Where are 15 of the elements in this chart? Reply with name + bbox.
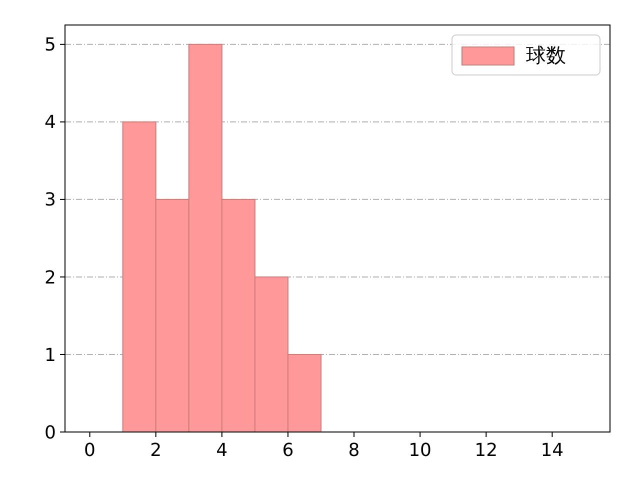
y-tick-label: 1	[44, 344, 56, 366]
y-tick-label: 5	[44, 34, 56, 56]
y-tick-label: 4	[44, 112, 56, 134]
x-tick-label: 8	[348, 440, 360, 461]
x-tick-label: 12	[474, 440, 498, 461]
x-tick-label: 0	[84, 440, 96, 461]
y-tick-label: 0	[44, 422, 56, 444]
legend-label: 球数	[526, 43, 566, 67]
y-tick-label: 2	[44, 267, 56, 288]
x-tick-label: 4	[216, 440, 228, 461]
x-tick-label: 6	[282, 440, 294, 461]
x-tick-label: 14	[540, 440, 564, 461]
y-tick-label: 3	[44, 190, 56, 211]
x-tick-label: 10	[408, 440, 432, 461]
x-tick-label: 2	[150, 440, 162, 461]
